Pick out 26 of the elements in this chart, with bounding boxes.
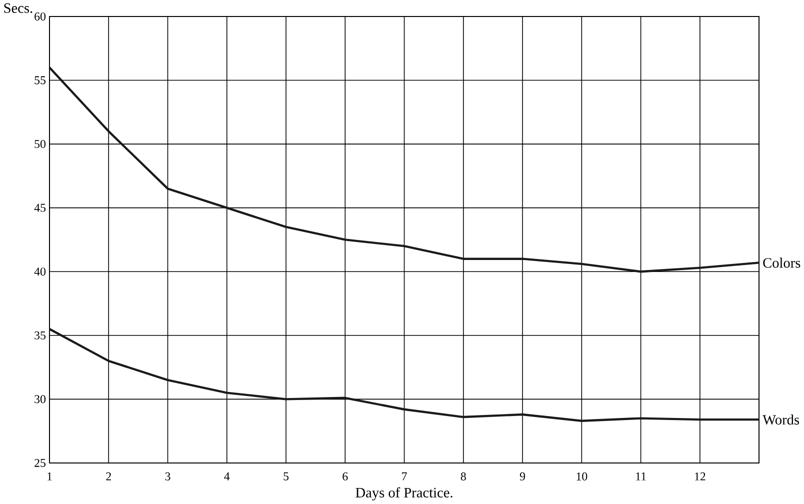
y-axis-title: Secs. xyxy=(4,3,32,14)
x-tick-label: 12 xyxy=(695,472,706,480)
x-tick-label: 5 xyxy=(284,472,289,480)
y-tick-label: 45 xyxy=(34,204,46,212)
x-tick-label: 10 xyxy=(576,472,588,481)
line-series xyxy=(48,66,760,273)
y-tick-label: 40 xyxy=(34,268,46,276)
x-tick-label: 3 xyxy=(165,472,170,481)
series-label: Colors xyxy=(763,258,800,268)
x-tick-label: 6 xyxy=(342,472,348,481)
x-tick-label: 9 xyxy=(520,472,526,481)
x-tick-label: 2 xyxy=(106,472,111,480)
y-tick-label: 35 xyxy=(34,332,46,340)
y-tick-label: 30 xyxy=(34,395,46,404)
series-label: Words xyxy=(762,414,800,425)
x-tick-label: 7 xyxy=(402,472,407,480)
line-series xyxy=(48,328,760,422)
x-tick-label: 8 xyxy=(460,472,466,481)
x-axis-title: Days of Practice. xyxy=(356,487,452,501)
x-tick-label: 4 xyxy=(224,472,230,480)
y-tick-label: 25 xyxy=(34,459,46,468)
x-tick-label: 1 xyxy=(48,472,52,480)
y-tick-label: 55 xyxy=(34,76,46,84)
y-tick-label: 50 xyxy=(34,140,46,148)
y-tick-label: 60 xyxy=(34,12,46,21)
x-tick-label: 11 xyxy=(636,472,646,480)
